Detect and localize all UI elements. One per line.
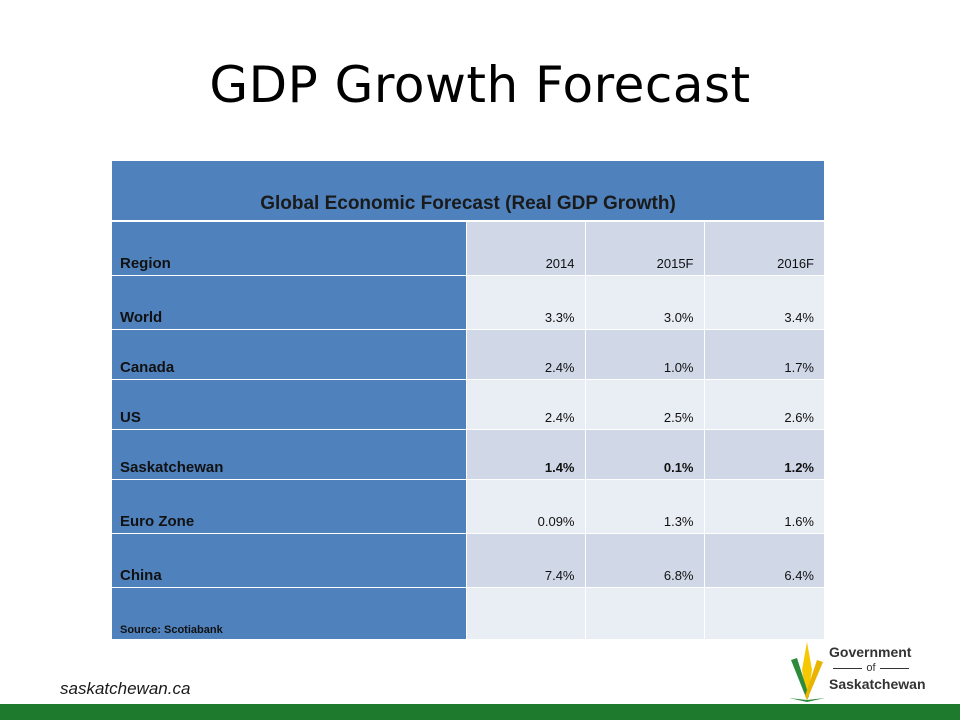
header-year: 2014	[465, 221, 585, 276]
header-year: 2015F	[584, 221, 704, 276]
row-value: 1.3%	[584, 479, 704, 534]
row-value: 2.5%	[584, 379, 704, 430]
row-value: 7.4%	[465, 533, 585, 588]
forecast-table: Global Economic Forecast (Real GDP Growt…	[112, 161, 824, 640]
table-source-row: Source: Scotiabank	[112, 587, 824, 640]
wheat-sheaf-icon	[789, 642, 825, 702]
table-row: US 2.4% 2.5% 2.6%	[112, 379, 824, 430]
row-value: 3.4%	[703, 275, 824, 330]
source-note: Source: Scotiabank	[112, 587, 466, 640]
table-row: Saskatchewan 1.4% 0.1% 1.2%	[112, 429, 824, 480]
logo-line-saskatchewan: Saskatchewan	[829, 676, 926, 692]
footer-url: saskatchewan.ca	[60, 679, 191, 698]
empty-cell	[465, 587, 585, 640]
table-header-row: Region 2014 2015F 2016F	[112, 221, 824, 276]
table-row: World 3.3% 3.0% 3.4%	[112, 275, 824, 330]
logo-wordmark: Government of Saskatchewan	[829, 644, 949, 692]
row-value: 2.4%	[465, 329, 585, 380]
government-logo: Government of Saskatchewan	[785, 640, 945, 704]
row-value: 6.8%	[584, 533, 704, 588]
header-year: 2016F	[703, 221, 824, 276]
row-value: 3.0%	[584, 275, 704, 330]
row-value: 1.4%	[465, 429, 585, 480]
table-caption: Global Economic Forecast (Real GDP Growt…	[112, 161, 824, 222]
slide-title: GDP Growth Forecast	[209, 56, 751, 114]
row-value: 3.3%	[465, 275, 585, 330]
table-row: Euro Zone 0.09% 1.3% 1.6%	[112, 479, 824, 534]
footer-green-bar	[0, 704, 960, 720]
row-value: 1.2%	[703, 429, 824, 480]
row-value: 1.7%	[703, 329, 824, 380]
logo-line-government: Government	[829, 644, 912, 660]
row-region: China	[112, 533, 466, 588]
logo-line-of: of	[829, 660, 913, 676]
row-value: 1.0%	[584, 329, 704, 380]
empty-cell	[584, 587, 704, 640]
row-region: Canada	[112, 329, 466, 380]
row-value: 0.09%	[465, 479, 585, 534]
row-region: Euro Zone	[112, 479, 466, 534]
table-row: China 7.4% 6.8% 6.4%	[112, 533, 824, 588]
empty-cell	[703, 587, 824, 640]
row-value: 0.1%	[584, 429, 704, 480]
row-region: World	[112, 275, 466, 330]
table-row: Canada 2.4% 1.0% 1.7%	[112, 329, 824, 380]
row-value: 2.6%	[703, 379, 824, 430]
header-region: Region	[112, 221, 466, 276]
row-value: 2.4%	[465, 379, 585, 430]
table-caption-row: Global Economic Forecast (Real GDP Growt…	[112, 161, 824, 222]
logo-of-text: of	[866, 662, 876, 674]
row-value: 6.4%	[703, 533, 824, 588]
row-region: Saskatchewan	[112, 429, 466, 480]
row-region: US	[112, 379, 466, 430]
row-value: 1.6%	[703, 479, 824, 534]
